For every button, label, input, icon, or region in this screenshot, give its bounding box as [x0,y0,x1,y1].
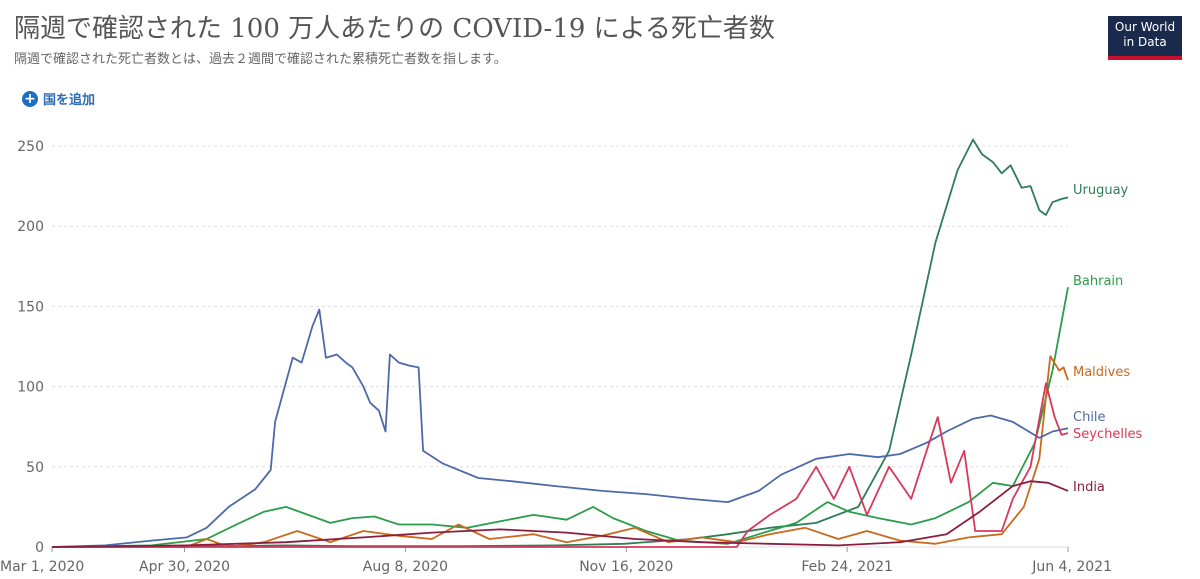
x-tick-label: Feb 24, 2021 [801,559,893,575]
logo-line-2: in Data [1123,35,1167,49]
y-tick-label: 250 [17,139,44,155]
x-tick-label: Aug 8, 2020 [363,559,448,575]
y-tick-label: 50 [26,460,44,476]
logo-line-1: Our World [1114,20,1176,34]
add-country-button[interactable]: + 国を追加 [22,89,95,108]
series-label-maldives[interactable]: Maldives [1073,365,1130,380]
series-labels: Uruguay Bahrain Maldives Chile Seychelles Ind… [1073,183,1143,495]
y-axis-ticks: 0 50 100 150 200 250 [17,139,44,556]
y-tick-label: 200 [17,219,44,235]
series-label-seychelles[interactable]: Seychelles [1073,427,1143,442]
add-country-label: 国を追加 [43,93,96,108]
series-line-seychelles[interactable] [52,382,1069,548]
x-tick-label: Jun 4, 2021 [1031,559,1112,575]
y-tick-label: 0 [35,540,44,556]
x-tick-label: Apr 30, 2020 [139,559,230,575]
series-line-chile[interactable] [51,308,1069,548]
series-line-maldives[interactable] [52,355,1069,548]
y-tick-label: 150 [17,299,44,315]
series-line-india[interactable] [51,480,1069,548]
owid-logo[interactable]: Our World in Data [1108,16,1182,60]
y-tick-label: 100 [17,380,44,396]
x-tick-label: Nov 16, 2020 [579,559,673,575]
series-label-bahrain[interactable]: Bahrain [1073,274,1123,289]
series-label-chile[interactable]: Chile [1073,410,1106,425]
series-line-bahrain[interactable] [51,287,1069,548]
x-tick-label: Mar 1, 2020 [0,559,84,575]
series-lines [51,138,1069,548]
chart-title: 隔週で確認された 100 万人あたりの COVID-19 による死亡者数 [14,14,775,44]
x-axis-ticks: Mar 1, 2020 Apr 30, 2020 Aug 8, 2020 Nov 16… [0,547,1112,575]
chart-subtitle: 隔週で確認された死亡者数とは、過去２週間で確認された累積死亡者数を指します。 [14,52,507,67]
plus-circle-icon: + [22,90,38,107]
series-label-uruguay[interactable]: Uruguay [1073,183,1129,198]
series-label-india[interactable]: India [1073,480,1105,495]
